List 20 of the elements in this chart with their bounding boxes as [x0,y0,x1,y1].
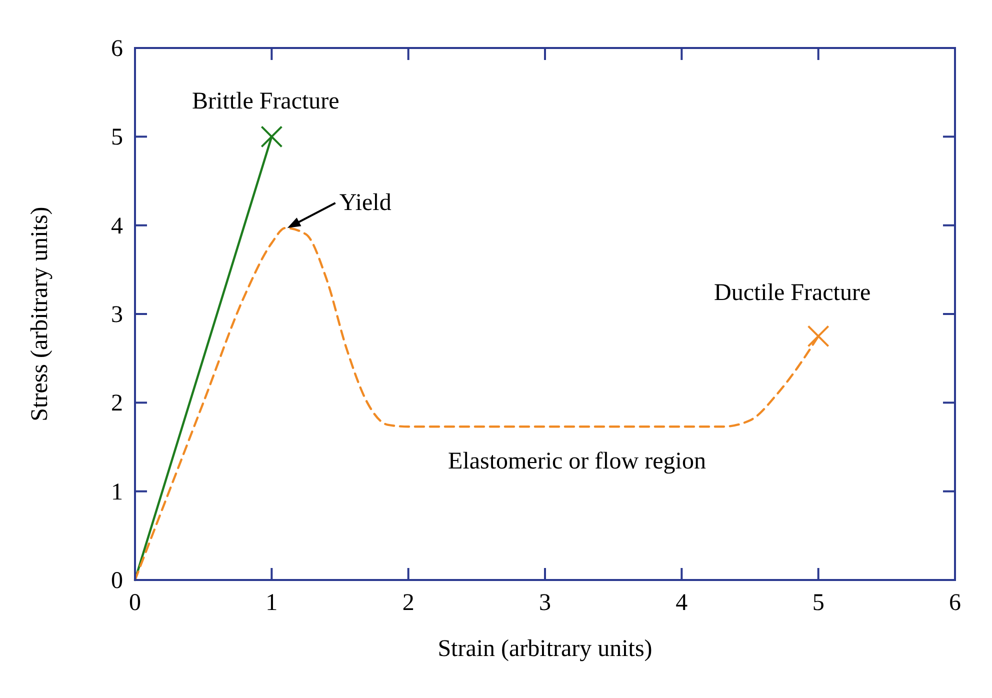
x-axis-title: Strain (arbitrary units) [438,636,652,662]
y-axis-title: Stress (arbitrary units) [27,206,53,422]
annotation: Yield [339,190,392,216]
y-tick-label: 0 [111,568,123,594]
y-tick-label: 2 [111,390,123,417]
y-tick-label: 5 [111,124,123,151]
y-tick-label: 3 [111,302,123,328]
annotation: Brittle Fracture [192,88,340,115]
x-tick-label: 4 [676,590,688,616]
x-tick-label: 6 [949,590,961,616]
x-tick-label: 0 [129,590,141,616]
y-tick-label: 4 [111,213,123,240]
x-tick-label: 1 [266,590,278,616]
annotation: Elastomeric or flow region [448,448,706,475]
x-tick-label: 5 [812,590,824,616]
y-tick-label: 6 [111,36,123,62]
y-tick-label: 1 [111,479,123,506]
x-tick-label: 3 [539,590,551,616]
annotation: Ductile Fracture [714,280,871,306]
x-tick-label: 2 [402,590,414,616]
